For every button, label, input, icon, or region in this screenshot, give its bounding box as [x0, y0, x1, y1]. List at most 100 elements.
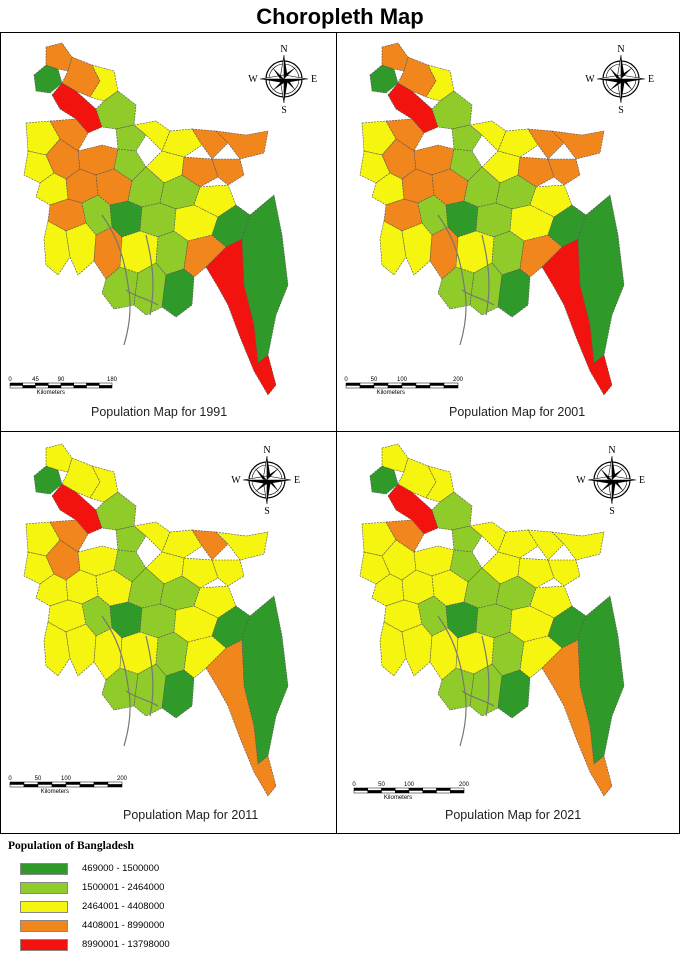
- district-region: [371, 172, 405, 206]
- district-region: [497, 529, 539, 559]
- legend-swatch: [20, 900, 68, 913]
- legend-label: 1500001 - 2464000: [82, 882, 165, 893]
- district-region: [387, 483, 439, 535]
- district-region: [385, 118, 425, 152]
- panel-caption: Population Map for 2011: [123, 808, 259, 822]
- district-region: [401, 623, 433, 677]
- river-line: [437, 615, 467, 747]
- scale-tick-label: 200: [117, 776, 128, 782]
- district-region: [43, 621, 71, 677]
- scale-tick-label: 200: [453, 377, 464, 383]
- map-panel-2011: N E S W 0 50 100 200 Kilometers Population Map f…: [0, 431, 337, 834]
- district-region: [51, 483, 103, 535]
- compass-letter-n: N: [263, 445, 270, 456]
- river-line: [125, 690, 159, 707]
- district-region: [469, 262, 503, 316]
- district-region: [133, 120, 171, 152]
- scale-bar: 0 50 100 200 Kilometers: [8, 776, 127, 795]
- district-region: [93, 226, 123, 280]
- district-region: [371, 573, 405, 607]
- scale-tick-label: 100: [61, 776, 72, 782]
- scale-tick-label: 100: [404, 782, 415, 788]
- district-region: [517, 557, 555, 589]
- district-region: [191, 128, 229, 160]
- district-region: [429, 627, 459, 681]
- district-region: [115, 525, 147, 553]
- district-region: [527, 128, 565, 160]
- river-line: [461, 289, 495, 306]
- bangladesh-map: [23, 443, 289, 797]
- district-region: [115, 124, 147, 152]
- district-region: [51, 82, 103, 134]
- bangladesh-map: [359, 443, 625, 797]
- legend-item: 2464001 - 4408000: [8, 897, 248, 916]
- compass-rose-icon: N E S W: [576, 445, 645, 517]
- district-region: [215, 531, 269, 561]
- district-region: [517, 156, 555, 188]
- district-region: [205, 639, 277, 797]
- district-region: [205, 238, 277, 396]
- district-region: [451, 525, 483, 553]
- river-line: [145, 635, 154, 717]
- district-region: [547, 559, 581, 587]
- district-region: [139, 202, 177, 238]
- district-region: [541, 639, 613, 797]
- district-region: [161, 669, 195, 719]
- district-region: [35, 172, 69, 206]
- compass-rose-icon: N E S W: [231, 445, 300, 517]
- scale-unit-label: Kilometers: [377, 390, 405, 396]
- legend-item: 1500001 - 2464000: [8, 878, 248, 897]
- compass-letter-e: E: [311, 74, 317, 85]
- map-panel-1991: N E S W 0 45 90 180 Kilometers Population Map fo…: [0, 32, 337, 432]
- legend-swatch: [20, 881, 68, 894]
- compass-letter-e: E: [294, 475, 300, 486]
- district-region: [451, 124, 483, 152]
- compass-letter-w: W: [231, 475, 241, 486]
- district-region: [93, 627, 123, 681]
- district-region: [475, 202, 513, 238]
- compass-letter-e: E: [648, 74, 654, 85]
- district-region: [497, 128, 539, 158]
- district-region: [475, 603, 513, 639]
- scale-bar: 0 45 90 180 Kilometers: [8, 377, 117, 396]
- district-region: [379, 621, 407, 677]
- compass-letter-w: W: [248, 74, 258, 85]
- compass-rose-icon: N E S W: [248, 44, 317, 116]
- district-region: [387, 82, 439, 134]
- district-region: [469, 521, 507, 553]
- panel-caption: Population Map for 2021: [445, 808, 582, 822]
- scale-tick-label: 50: [378, 782, 385, 788]
- compass-letter-s: S: [264, 506, 270, 517]
- compass-letter-n: N: [608, 445, 615, 456]
- bangladesh-map: [23, 42, 289, 396]
- river-line: [101, 615, 131, 747]
- district-region: [161, 529, 203, 559]
- map-panel-2001: N E S W 0 50 100 200 Kilometers Population Map f…: [336, 32, 680, 432]
- district-region: [133, 521, 171, 553]
- scale-tick-label: 90: [58, 377, 65, 383]
- river-line: [125, 289, 159, 306]
- map-canvas: N E S W 0 50 100 200 Kilometers: [344, 42, 654, 396]
- river-line: [437, 214, 467, 346]
- district-region: [191, 529, 229, 561]
- panel-caption: Population Map for 2001: [449, 405, 586, 419]
- legend-item: 8990001 - 13798000: [8, 935, 248, 954]
- district-region: [133, 262, 167, 316]
- district-region: [211, 559, 245, 587]
- compass-letter-e: E: [639, 475, 645, 486]
- scale-tick-label: 50: [35, 776, 42, 782]
- river-line: [145, 234, 154, 316]
- district-region: [497, 268, 531, 318]
- scale-tick-label: 0: [8, 377, 12, 383]
- compass-letter-n: N: [280, 44, 287, 55]
- district-region: [133, 663, 167, 717]
- map-canvas: N E S W 0 45 90 180 Kilometers: [8, 42, 317, 396]
- district-region: [161, 268, 195, 318]
- scale-unit-label: Kilometers: [384, 795, 412, 801]
- map-panel-2021: N E S W 0 50 100 200 Kilometers Population Map f…: [336, 431, 680, 834]
- scale-tick-label: 200: [459, 782, 470, 788]
- district-region: [215, 130, 269, 160]
- district-region: [401, 222, 433, 276]
- scale-tick-label: 45: [32, 377, 39, 383]
- map-legend: Population of Bangladesh 469000 - 150000…: [8, 840, 248, 955]
